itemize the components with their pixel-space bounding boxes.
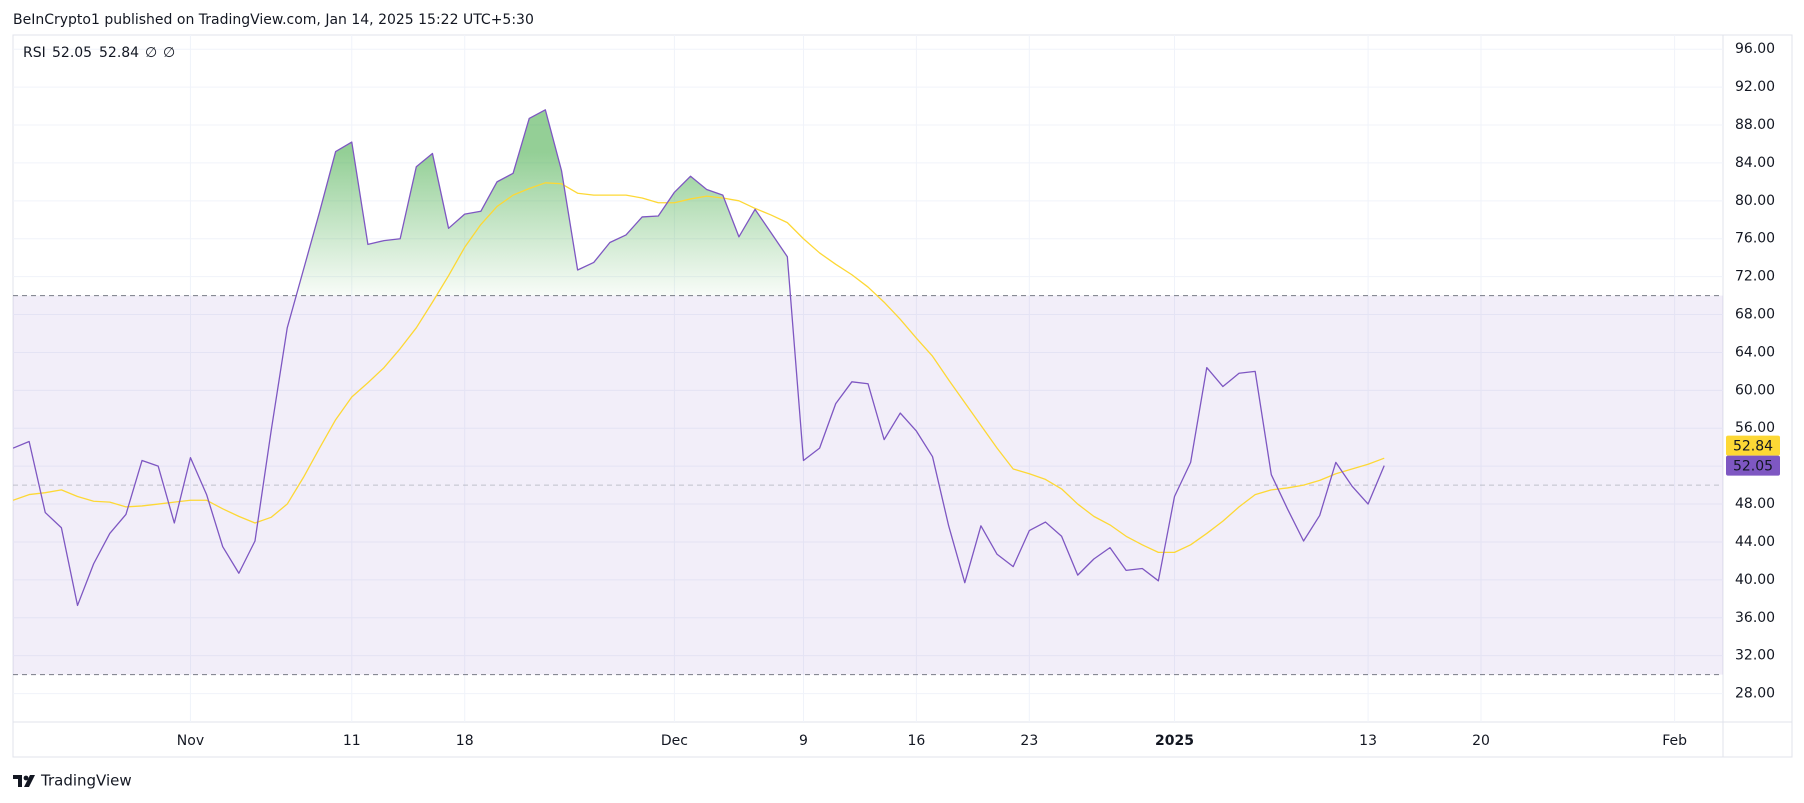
last-value-box [1726, 435, 1780, 456]
lines-layer [13, 109, 1385, 607]
x-tick-label: 16 [907, 733, 925, 749]
x-tick-label: 18 [456, 733, 474, 749]
y-tick-label: 64.00 [1735, 344, 1775, 360]
y-tick-label: 60.00 [1735, 382, 1775, 398]
legend-value: 52.05 [52, 45, 92, 61]
last-value-box [1726, 455, 1780, 476]
legend-extra: ∅ [163, 45, 175, 61]
y-tick-label: 36.00 [1735, 610, 1775, 626]
x-tick-label: 23 [1020, 733, 1038, 749]
y-tick-label: 28.00 [1735, 686, 1775, 702]
footer-logo [13, 775, 35, 787]
y-tick-label: 84.00 [1735, 155, 1775, 171]
legend-indicator: RSI [23, 45, 46, 61]
legend: RSI 52.05 52.84 ∅ ∅ [23, 45, 175, 61]
x-tick-label: 13 [1359, 733, 1377, 749]
y-tick-label: 44.00 [1735, 534, 1775, 550]
x-tick-label: 9 [799, 733, 808, 749]
x-tick-label: Dec [661, 733, 688, 749]
y-tick-label: 92.00 [1735, 79, 1775, 95]
y-tick-label: 80.00 [1735, 193, 1775, 209]
rsi-line [13, 109, 1385, 607]
x-tick-label: Nov [177, 733, 204, 749]
y-tick-label: 68.00 [1735, 307, 1775, 323]
x-tick-label: 2025 [1155, 733, 1194, 749]
footer-text: TradingView [40, 772, 132, 790]
x-tick-label: 11 [343, 733, 361, 749]
y-tick-label: 96.00 [1735, 41, 1775, 57]
pane-frame [12, 34, 1793, 758]
y-tick-label: 76.00 [1735, 231, 1775, 247]
rsi-ma-line [13, 182, 1385, 554]
y-tick-label: 56.00 [1735, 420, 1775, 436]
header-text: BeInCrypto1 published on TradingView.com… [13, 12, 534, 28]
x-tick-label: 20 [1472, 733, 1490, 749]
legend-value: 52.84 [99, 45, 139, 61]
axis-layer: 28.0032.0036.0040.0044.0048.0052.0056.00… [177, 41, 1780, 749]
y-tick-label: 40.00 [1735, 572, 1775, 588]
legend-extra: ∅ [145, 45, 157, 61]
grid-layer [12, 34, 1793, 758]
y-tick-label: 88.00 [1735, 117, 1775, 133]
x-tick-label: Feb [1662, 733, 1687, 749]
y-tick-label: 48.00 [1735, 496, 1775, 512]
last-value-label: 52.84 [1733, 439, 1773, 455]
y-tick-label: 32.00 [1735, 648, 1775, 664]
y-tick-label: 72.00 [1735, 269, 1775, 285]
last-value-label: 52.05 [1733, 459, 1773, 475]
band-layer [13, 295, 1723, 676]
overbought-fill [13, 109, 1385, 296]
